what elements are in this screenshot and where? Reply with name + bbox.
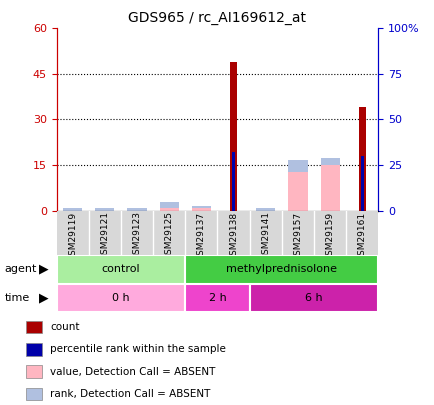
Text: 6 h: 6 h [305, 293, 322, 303]
Text: GSM29159: GSM29159 [325, 211, 334, 260]
Bar [320, 158, 339, 211]
Bar [95, 208, 114, 211]
Bar [63, 208, 82, 211]
Bar [230, 62, 236, 211]
Bar [288, 173, 307, 211]
Bar [159, 202, 178, 211]
Text: GSM29121: GSM29121 [100, 211, 109, 260]
Text: GSM29123: GSM29123 [132, 211, 141, 260]
Bar [358, 107, 365, 211]
Title: GDS965 / rc_AI169612_at: GDS965 / rc_AI169612_at [128, 11, 306, 25]
Text: rank, Detection Call = ABSENT: rank, Detection Call = ABSENT [50, 389, 210, 399]
Bar [231, 152, 235, 211]
Bar [185, 284, 249, 312]
Text: 0 h: 0 h [112, 293, 129, 303]
Text: GSM29157: GSM29157 [293, 211, 302, 260]
Bar [26, 321, 42, 333]
Bar [288, 160, 307, 211]
Bar [256, 208, 275, 211]
Bar [191, 206, 210, 211]
Text: GSM29138: GSM29138 [229, 211, 237, 260]
Bar [26, 365, 42, 378]
Bar [249, 284, 378, 312]
Text: GSM29141: GSM29141 [261, 211, 270, 260]
Bar [26, 343, 42, 356]
Text: count: count [50, 322, 80, 332]
Text: 2 h: 2 h [208, 293, 226, 303]
Text: GSM29137: GSM29137 [197, 211, 205, 260]
Bar [56, 284, 185, 312]
Bar [320, 165, 339, 211]
Text: value, Detection Call = ABSENT: value, Detection Call = ABSENT [50, 367, 215, 377]
Text: methylprednisolone: methylprednisolone [226, 264, 337, 274]
Text: control: control [102, 264, 140, 274]
Text: GSM29119: GSM29119 [68, 211, 77, 260]
Bar [127, 208, 146, 211]
Bar [185, 255, 378, 284]
Bar [26, 388, 42, 400]
Bar [159, 208, 178, 211]
Text: time: time [4, 293, 30, 303]
Bar [360, 156, 363, 211]
Text: GSM29161: GSM29161 [357, 211, 366, 260]
Text: agent: agent [4, 264, 36, 274]
Text: percentile rank within the sample: percentile rank within the sample [50, 344, 226, 354]
Bar [56, 255, 185, 284]
Bar [191, 208, 210, 211]
Text: ▶: ▶ [39, 291, 48, 304]
Text: ▶: ▶ [39, 263, 48, 276]
Text: GSM29125: GSM29125 [164, 211, 173, 260]
